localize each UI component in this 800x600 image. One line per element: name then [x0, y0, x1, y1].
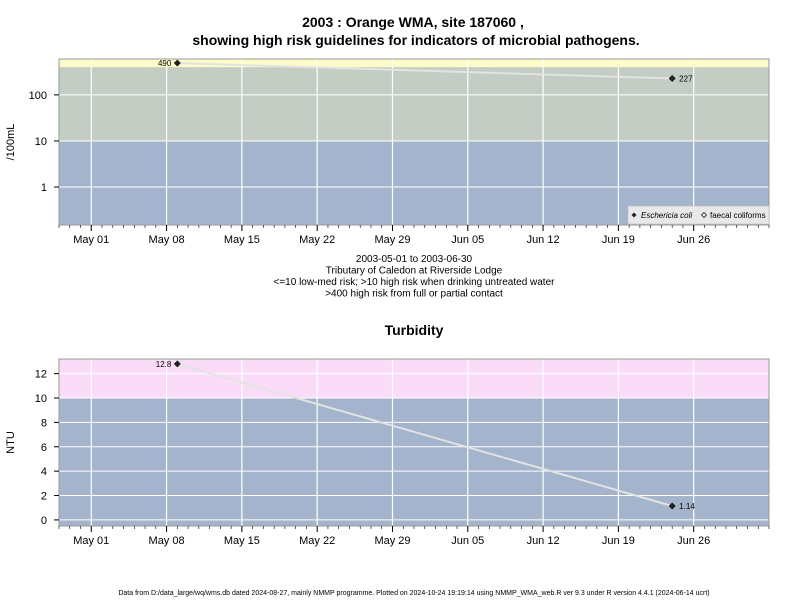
subtitle-line: Tributary of Caledon at Riverside Lodge [326, 266, 503, 277]
subtitle-line: <=10 low-med risk; >10 high risk when dr… [274, 277, 556, 288]
data-label: 490 [158, 59, 172, 68]
y-tick-label: 100 [29, 90, 47, 102]
series-line [177, 62, 673, 80]
subtitle-line: 2003-05-01 to 2003-06-30 [356, 254, 473, 265]
risk-band-2 [59, 67, 769, 141]
chart-title-line1: 2003 : Orange WMA, site 187060 , [302, 14, 524, 30]
chart-title-line2: showing high risk guidelines for indicat… [192, 32, 639, 48]
x-tick-label: Jun 26 [677, 234, 710, 246]
x-tick-label: May 15 [224, 234, 260, 246]
y-tick-label: 12 [35, 369, 47, 381]
data-point [173, 360, 181, 368]
x-tick-label: May 01 [73, 535, 109, 547]
x-tick-label: Jun 05 [451, 535, 484, 547]
x-tick-label: May 08 [149, 234, 185, 246]
x-tick-label: Jun 12 [527, 535, 560, 547]
x-tick-label: May 08 [149, 535, 185, 547]
x-tick-label: May 29 [374, 234, 410, 246]
y-tick-label: 4 [41, 466, 47, 478]
data-label: 227 [679, 74, 693, 83]
data-point [173, 59, 181, 67]
data-point [668, 502, 676, 510]
risk-band-3 [59, 59, 769, 68]
y-axis-label: /100mL [5, 124, 17, 161]
y-tick-label: 8 [41, 417, 47, 429]
x-tick-label: Jun 19 [602, 535, 635, 547]
y-tick-label: 0 [41, 515, 47, 527]
x-tick-label: May 15 [224, 535, 260, 547]
x-tick-label: May 29 [374, 535, 410, 547]
y-tick-label: 6 [41, 442, 47, 454]
x-tick-label: May 22 [299, 535, 335, 547]
y-axis-label: NTU [5, 431, 17, 454]
x-tick-label: Jun 26 [677, 535, 710, 547]
data-point [668, 74, 676, 83]
panel-title: Turbidity [385, 322, 444, 338]
turbidity-panel: May 01 May 08 May 15 May 22 May 29 Jun 05 Jun … [5, 322, 770, 547]
subtitle-line: >400 high risk from full or partial cont… [325, 289, 503, 300]
x-tick-label: Jun 19 [602, 234, 635, 246]
x-tick-label: May 22 [299, 234, 335, 246]
y-tick-label: 10 [35, 136, 47, 148]
x-tick-label: May 01 [73, 234, 109, 246]
series-line [177, 362, 673, 507]
data-label: 12.8 [156, 360, 172, 369]
legend-marker-ecoli [631, 212, 637, 218]
legend-marker-faecal [700, 211, 708, 219]
data-label: 1.14 [679, 502, 695, 511]
y-tick-label: 10 [35, 393, 47, 405]
y-tick-label: 1 [41, 182, 47, 194]
x-tick-label: Jun 12 [527, 234, 560, 246]
risk-band-1 [59, 398, 769, 526]
legend-label-faecal: faecal coliforms [710, 211, 766, 220]
footer-note: Data from D:/data_large/wq/wms.db dated … [118, 590, 709, 597]
legend-box [627, 205, 770, 225]
legend-label-ecoli: Eschericia coli [641, 211, 692, 220]
y-tick-label: 2 [41, 491, 47, 503]
x-tick-label: Jun 05 [451, 234, 484, 246]
pathogen-panel: May 01 May 08 May 15 May 22 May 29 Jun 05 Jun … [5, 58, 770, 246]
